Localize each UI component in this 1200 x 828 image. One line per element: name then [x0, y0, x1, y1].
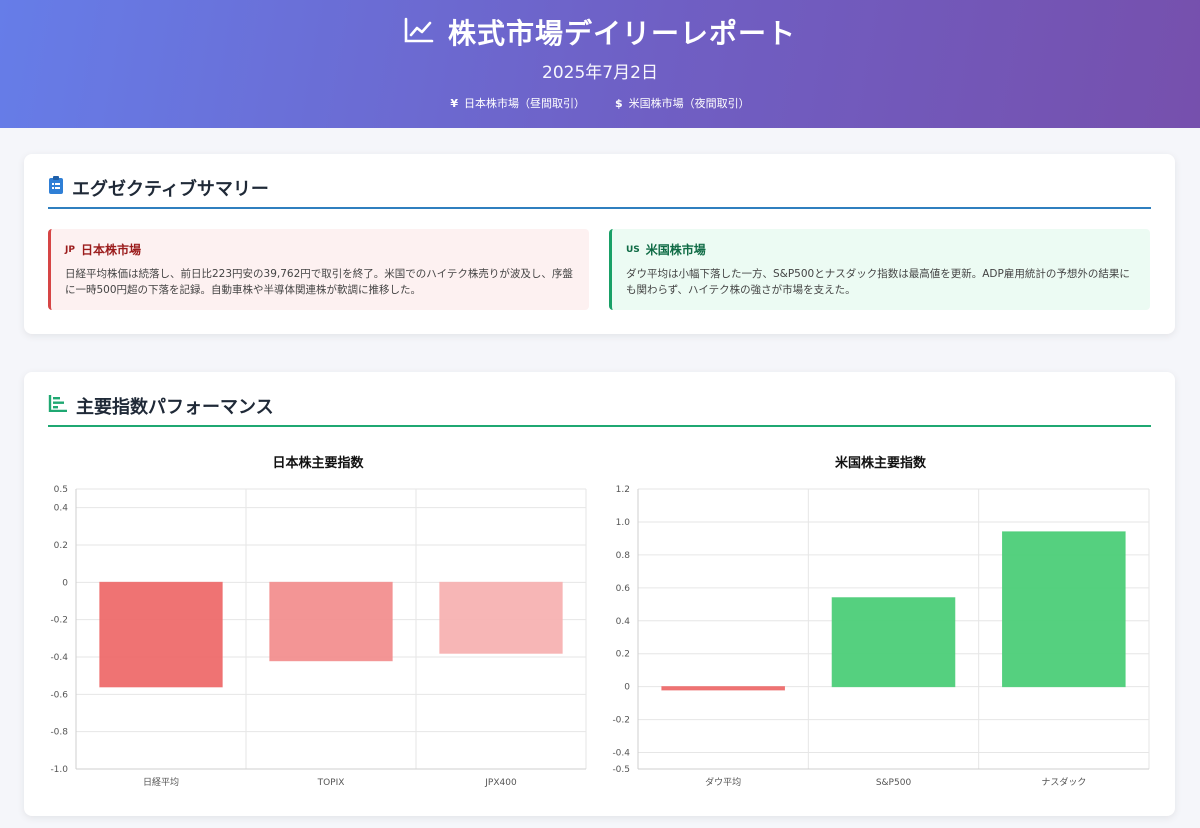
bar [1002, 531, 1126, 688]
x-tick-label: ナスダック [1041, 776, 1086, 788]
section-title-text: エグゼクティブサマリー [72, 178, 269, 200]
y-tick-label: 0.8 [616, 551, 631, 561]
y-tick-label: 1.0 [616, 518, 631, 528]
summary-box-title-text: 米国株市場 [645, 243, 706, 257]
bar [661, 686, 785, 691]
bar [831, 597, 956, 688]
y-tick-label: 0.6 [616, 584, 631, 594]
market-tag-jp: ¥ 日本株市場（昼間取引） [450, 95, 585, 111]
page-title: 株式市場デイリーレポート [447, 17, 796, 50]
bar-chart-icon [48, 394, 68, 417]
us-flag-icon: US [626, 244, 640, 255]
summary-box-title-text: 日本株市場 [80, 243, 141, 257]
yen-icon: ¥ [450, 97, 458, 110]
y-tick-label: -0.5 [612, 765, 630, 775]
y-tick-label: 0.4 [54, 504, 69, 514]
clipboard-icon [48, 175, 64, 200]
x-tick-label: 日経平均 [143, 776, 179, 788]
chart-us: 1.2 1.0 0.8 0.6 0.4 0.2 0 -0.2 -0.4 -0.5 ダウ平均 S&P50… [612, 485, 1150, 788]
summary-box-jp: JP 日本株市場 日経平均株価は続落し、前日比223円安の39,762円で取引を… [48, 229, 589, 310]
y-tick-label: 0.5 [54, 485, 68, 495]
market-tag-label: 米国株市場（夜間取引） [628, 97, 750, 110]
y-tick-label: 0 [624, 683, 630, 693]
y-tick-label: 0.2 [54, 541, 68, 551]
summary-box-us: US 米国株市場 ダウ平均は小幅下落した一方、S&P500とナスダック指数は最高… [609, 229, 1150, 310]
y-tick-label: -0.4 [612, 749, 630, 759]
report-header: 株式市場デイリーレポート 2025年7月2日 ¥ 日本株市場（昼間取引） $ 米国株… [0, 0, 1200, 128]
market-tags: ¥ 日本株市場（昼間取引） $ 米国株市場（夜間取引） [0, 95, 1200, 111]
y-tick-label: -0.2 [50, 616, 68, 626]
executive-summary-card: エグゼクティブサマリー JP 日本株市場 日経平均株価は続落し、前日比223円安… [24, 154, 1175, 334]
y-tick-label: -0.4 [50, 653, 68, 663]
performance-card: 主要指数パフォーマンス 日本株主要指数 米国株主要指数 0.5 0.4 0.2 0 -0… [24, 372, 1175, 816]
market-tag-label: 日本株市場（昼間取引） [464, 97, 585, 110]
bar [439, 581, 563, 654]
market-tag-us: $ 米国株市場（夜間取引） [615, 95, 750, 111]
y-tick-label: -0.6 [50, 690, 68, 700]
section-title-performance: 主要指数パフォーマンス [48, 394, 1151, 427]
y-tick-label: -0.8 [50, 728, 68, 738]
chart-jp: 0.5 0.4 0.2 0 -0.2 -0.4 -0.6 -0.8 -1.0 日経平均 TOPIX J… [50, 485, 587, 788]
y-tick-label: -0.2 [612, 716, 630, 726]
y-tick-label: -1.0 [50, 765, 68, 775]
x-tick-label: JPX400 [484, 778, 517, 788]
summary-box-title: US 米国株市場 [626, 241, 1136, 258]
x-tick-label: ダウ平均 [705, 776, 741, 788]
section-title-text: 主要指数パフォーマンス [76, 396, 274, 418]
bar [99, 581, 223, 688]
summary-box-title: JP 日本株市場 [65, 241, 575, 258]
title-row: 株式市場デイリーレポート [0, 0, 1200, 52]
y-tick-label: 1.2 [616, 485, 630, 495]
y-tick-label: 0 [62, 578, 68, 588]
x-tick-label: S&P500 [876, 778, 912, 788]
chart-title-us: 米国株主要指数 [834, 456, 926, 471]
report-date: 2025年7月2日 [542, 63, 658, 83]
jp-flag-icon: JP [65, 244, 75, 255]
chart-line-icon [404, 17, 434, 47]
section-title-summary: エグゼクティブサマリー [48, 176, 1151, 209]
dollar-icon: $ [615, 97, 623, 110]
summary-box-body: ダウ平均は小幅下落した一方、S&P500とナスダック指数は最高値を更新。ADP雇… [626, 268, 1130, 296]
y-tick-label: 0.2 [616, 650, 630, 660]
chart-title-jp: 日本株主要指数 [272, 456, 364, 471]
y-tick-label: 0.4 [616, 617, 631, 627]
x-tick-label: TOPIX [317, 778, 345, 788]
bar [269, 581, 393, 662]
summary-box-body: 日経平均株価は続落し、前日比223円安の39,762円で取引を終了。米国でのハイ… [65, 268, 573, 296]
